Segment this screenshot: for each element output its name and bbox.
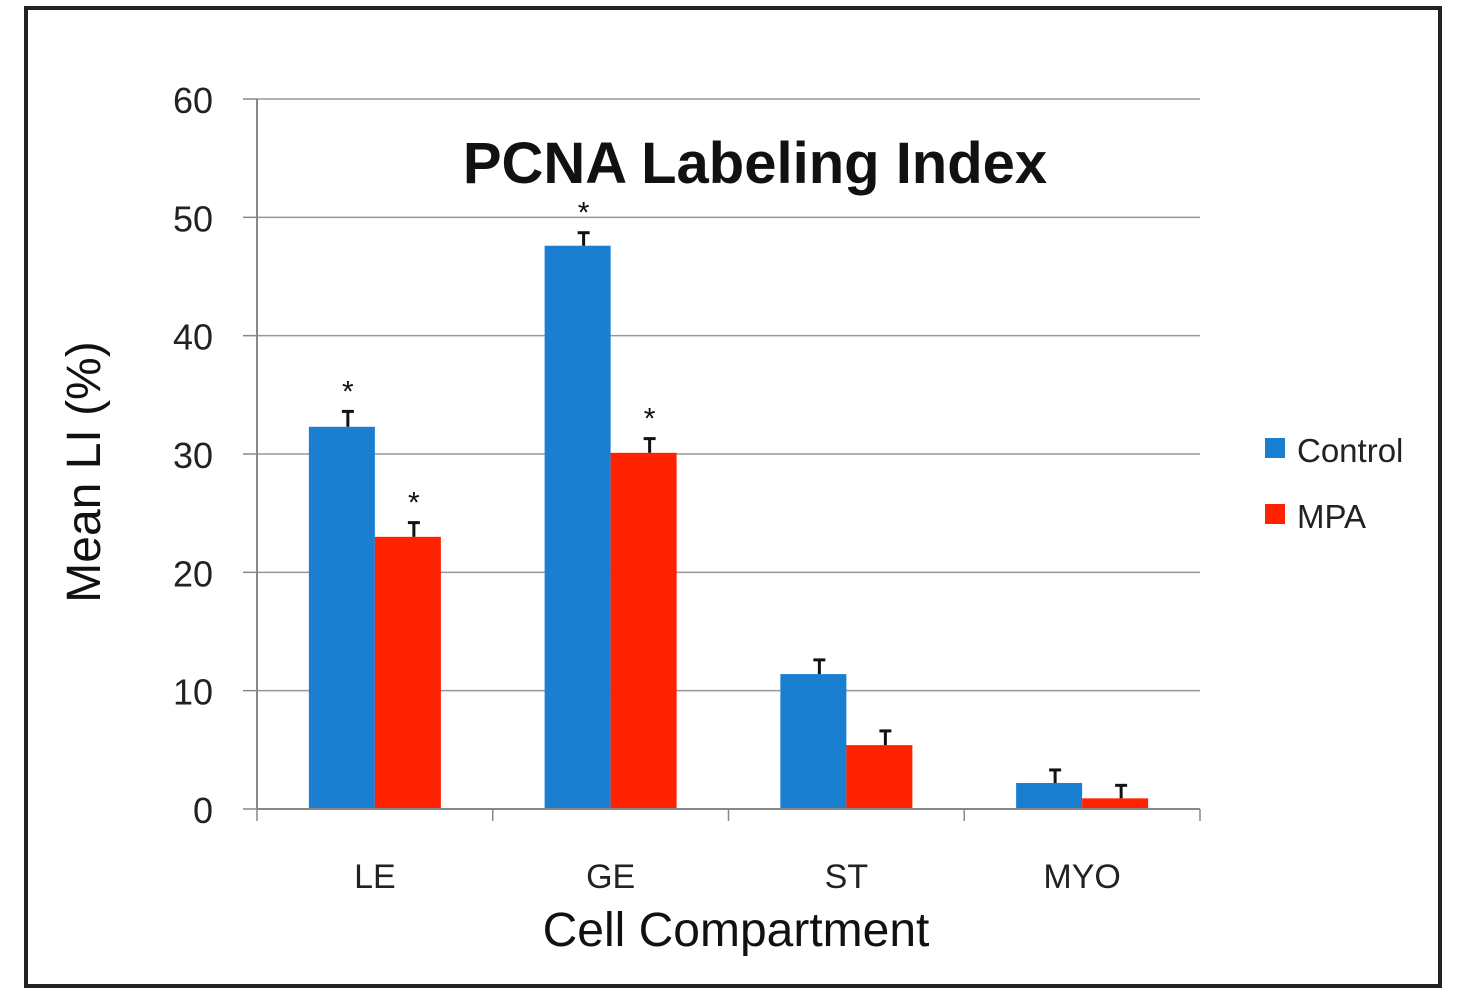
x-tick-label: MYO — [1043, 858, 1120, 896]
significance-marker: * — [578, 197, 590, 230]
significance-marker: * — [342, 375, 354, 408]
figure-frame — [24, 6, 1442, 988]
x-tick-label: GE — [586, 858, 635, 896]
legend: Control MPA — [1265, 432, 1403, 535]
significance-marker: * — [644, 403, 656, 436]
y-tick-label: 40 — [173, 317, 213, 358]
y-tick-label: 30 — [173, 435, 213, 476]
bar-control-st — [780, 674, 847, 809]
bar-control-myo — [1016, 782, 1083, 809]
x-axis-label: Cell Compartment — [543, 904, 930, 957]
y-axis-label: Mean LI (%) — [58, 341, 111, 602]
significance-marker: * — [408, 487, 420, 520]
bar-control-le — [308, 426, 375, 809]
y-tick-label: 0 — [193, 790, 213, 831]
y-tick-label: 10 — [173, 672, 213, 713]
bar-control-ge — [544, 245, 611, 809]
bars: * * * * — [308, 197, 1149, 809]
bar-mpa-st — [846, 745, 913, 809]
legend-label-control: Control — [1297, 432, 1403, 469]
chart-title: PCNA Labeling Index — [463, 131, 1047, 196]
x-tick-label: ST — [825, 858, 868, 896]
legend-swatch-control — [1265, 438, 1285, 458]
legend-swatch-mpa — [1265, 504, 1285, 524]
y-tick-label: 20 — [173, 553, 213, 594]
axes: 0 10 20 30 40 50 60 LE GE ST MYO — [173, 80, 1201, 896]
bar-mpa-ge — [610, 452, 677, 809]
bar-mpa-le — [374, 536, 441, 809]
legend-label-mpa: MPA — [1297, 498, 1366, 535]
bar-mpa-myo — [1082, 798, 1149, 809]
y-tick-label: 60 — [173, 80, 213, 121]
x-tick-label: LE — [354, 858, 396, 896]
y-tick-label: 50 — [173, 198, 213, 239]
